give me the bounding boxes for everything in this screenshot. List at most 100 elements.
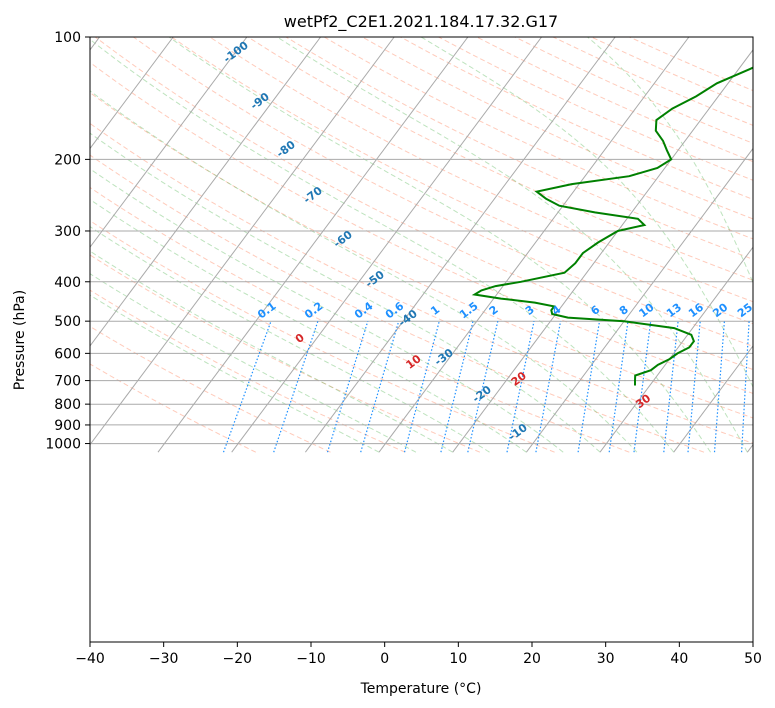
mixing-ratio-line <box>633 321 652 453</box>
isotherm-line <box>157 37 469 453</box>
x-tick-label: −30 <box>149 651 179 667</box>
moist-adiabat-line <box>276 37 748 453</box>
dry-adiabat-line <box>90 325 331 453</box>
moist-adiabat-line <box>90 168 564 453</box>
y-tick-label: 300 <box>54 224 81 240</box>
isotherm-line <box>452 49 753 453</box>
x-tick-label: 0 <box>380 651 389 667</box>
x-axis-ticks: −40 −30 −20 −10 0 10 20 30 40 50 <box>75 642 762 667</box>
isotherm-line <box>599 246 753 453</box>
isotherm-grid <box>90 37 753 453</box>
mixing-ratio-label: 13 <box>664 301 684 321</box>
dry-adiabat-line <box>90 289 406 453</box>
x-tick-label: 50 <box>744 651 762 667</box>
mixing-ratio-lines <box>222 320 770 453</box>
mixing-ratio-line <box>687 321 701 453</box>
plot-frame <box>89 36 754 643</box>
y-tick-label: 1000 <box>45 437 81 453</box>
y-tick-label: 900 <box>54 418 81 434</box>
mixing-ratio-line <box>326 321 369 453</box>
mixing-ratio-label: 0.2 <box>302 299 325 321</box>
moist-adiabat-line <box>90 132 601 453</box>
dry-adiabat-line <box>552 37 753 126</box>
isotherm-line <box>90 37 322 347</box>
moist-adiabat-label: -90 <box>248 90 272 113</box>
mixing-ratio-line <box>467 321 499 453</box>
y-tick-label: 400 <box>54 275 81 291</box>
dry-adiabat-label: 0 <box>293 331 307 346</box>
dry-adiabat-line <box>247 37 753 281</box>
mixing-ratio-line <box>608 321 629 453</box>
mixing-ratio-line <box>506 321 535 453</box>
dry-adiabat-line <box>133 37 753 347</box>
moist-adiabat-label: -70 <box>301 184 325 207</box>
isotherm-line <box>90 37 174 150</box>
isotherm-line <box>90 37 395 446</box>
dry-adiabat-line <box>90 122 753 444</box>
moist-adiabat-line <box>90 294 380 453</box>
dry-adiabat-line <box>94 37 753 371</box>
mixing-ratio-label: 2 <box>487 303 501 318</box>
profile-series <box>471 66 753 386</box>
moist-adiabat-line <box>90 38 675 453</box>
mixing-ratio-line <box>440 321 474 453</box>
isotherm-line <box>378 37 690 453</box>
moist-adiabat-line <box>420 37 753 389</box>
moist-adiabats <box>90 37 753 453</box>
mixing-ratio-line <box>535 321 562 453</box>
mixing-ratio-label: 20 <box>710 300 730 320</box>
y-tick-label: 800 <box>54 397 81 413</box>
x-tick-label: −20 <box>223 651 253 667</box>
dewpoint-profile <box>471 66 753 386</box>
moist-adiabat-label: -100 <box>221 39 251 66</box>
dry-adiabat-line <box>285 37 753 260</box>
mixing-ratio-line <box>713 321 725 453</box>
moist-adiabat-label: -30 <box>432 346 456 369</box>
dry-adiabat-line <box>90 363 257 453</box>
mixing-ratio-line <box>663 321 679 453</box>
x-tick-label: 30 <box>597 651 615 667</box>
moist-adiabat-label: -10 <box>506 421 530 444</box>
y-tick-label: 700 <box>54 374 81 390</box>
isotherm-line <box>746 443 753 453</box>
plot-area: 0.10.20.40.611.5234681013162025303601020… <box>90 37 775 453</box>
dry-adiabat-line <box>90 154 705 453</box>
isotherm-line <box>231 37 543 453</box>
mixing-ratio-label: 16 <box>686 300 706 320</box>
mixing-ratio-label: 25 <box>735 301 755 321</box>
x-axis-label: Temperature (°C) <box>360 681 482 697</box>
isotherm-line <box>673 345 753 453</box>
dry-adiabat-line <box>90 186 630 453</box>
dry-adiabat-line <box>323 37 753 240</box>
dry-adiabat-line <box>209 37 753 303</box>
moist-adiabat-line <box>90 226 490 453</box>
x-tick-label: 10 <box>449 651 467 667</box>
x-tick-label: −40 <box>75 651 105 667</box>
x-tick-label: −10 <box>296 651 326 667</box>
mixing-ratio-label: 1.5 <box>457 299 480 321</box>
dry-adiabat-line <box>90 61 753 394</box>
mixing-ratio-label: 0.1 <box>255 299 278 321</box>
y-axis-ticks: 100 200 300 400 500 600 700 800 900 1000 <box>45 30 90 453</box>
y-tick-label: 200 <box>54 152 81 168</box>
mixing-ratio-label: 10 <box>637 300 657 320</box>
isotherm-line <box>304 37 616 453</box>
mixing-ratio-label: 6 <box>588 303 602 318</box>
mixing-ratio-label: 0.4 <box>352 299 376 321</box>
dry-adiabat-label: 10 <box>403 352 423 372</box>
mixing-ratio-line <box>577 321 601 453</box>
isotherm-line <box>525 147 753 453</box>
dry-adiabat-line <box>90 254 481 453</box>
mixing-ratio-label: 30 <box>755 300 775 320</box>
y-tick-label: 100 <box>54 30 81 46</box>
chart-title: wetPf2_C2E1.2021.184.17.32.G17 <box>284 12 558 32</box>
dry-adiabat-label: 20 <box>509 369 529 389</box>
y-axis-label: Pressure (hPa) <box>12 290 28 390</box>
y-tick-label: 500 <box>54 314 81 330</box>
dry-adiabat-line <box>90 220 555 453</box>
y-tick-label: 600 <box>54 346 81 362</box>
dry-adiabat-label: 40 <box>749 408 769 428</box>
mixing-ratio-line <box>764 321 770 452</box>
moist-adiabat-line <box>90 198 527 453</box>
